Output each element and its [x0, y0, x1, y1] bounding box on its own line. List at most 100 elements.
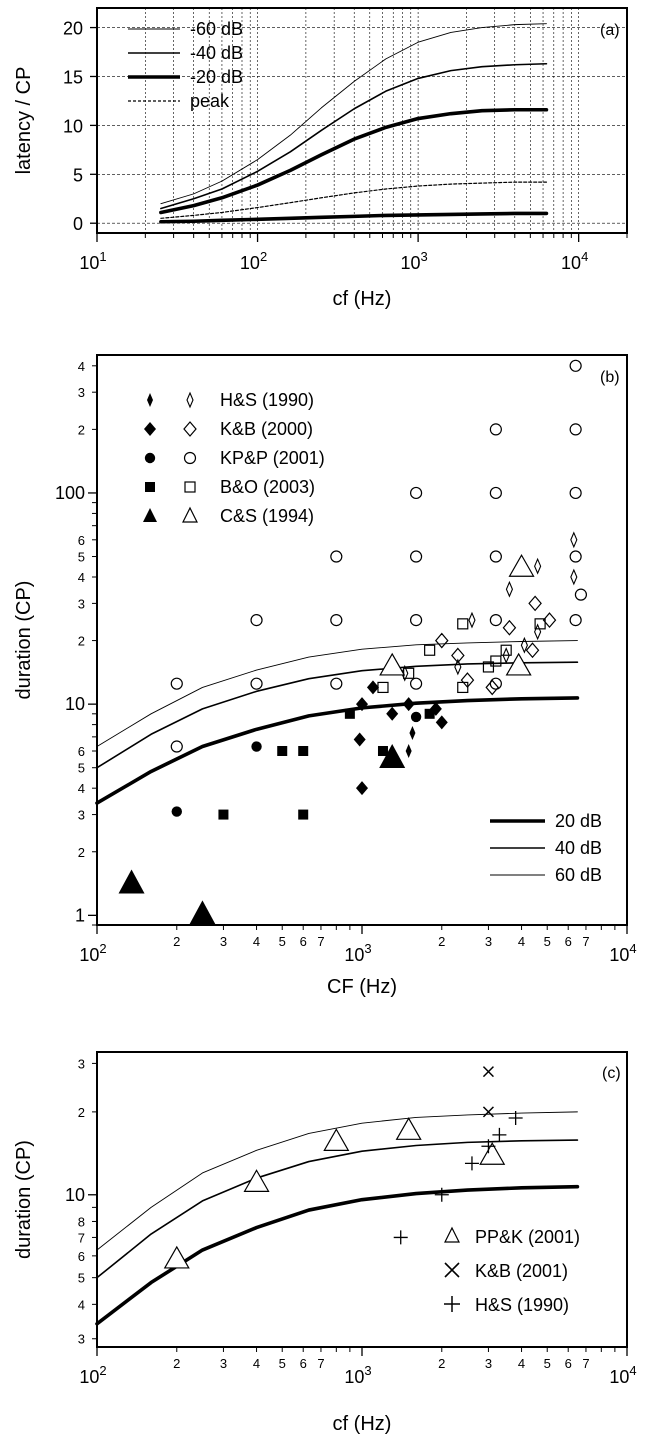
y-tick-label: 15 — [63, 67, 83, 87]
legend-label: H&S (1990) — [475, 1295, 569, 1315]
y-minor-label: 4 — [78, 570, 85, 585]
legend-cross-x — [444, 1262, 460, 1278]
y-minor-label: 3 — [78, 1332, 85, 1347]
square-filled-marker — [298, 745, 309, 756]
square-filled-marker — [377, 745, 388, 756]
y-axis-label: latency / CP — [13, 67, 35, 175]
thin-diamond-open-marker — [534, 557, 542, 575]
circle-open-marker — [409, 614, 423, 627]
diamond-open-marker — [528, 595, 542, 612]
x-minor-label: 7 — [582, 1356, 589, 1371]
y-tick-label: 1 — [75, 905, 85, 925]
triangle-open-marker — [243, 1169, 270, 1192]
thin-diamond-open-marker — [186, 391, 194, 409]
circle-open-marker — [489, 550, 502, 563]
curve-upper — [96, 1111, 578, 1251]
legend-triangle-open — [182, 506, 198, 523]
x-minor-label: 7 — [317, 934, 324, 949]
circle-filled-marker — [251, 741, 262, 752]
circle-open-marker — [569, 423, 582, 436]
x-minor-label: 3 — [485, 934, 492, 949]
curve-20-dB — [95, 696, 580, 805]
panel-tag: (a) — [600, 22, 620, 39]
x-minor-label: 7 — [317, 1356, 324, 1371]
panel-tag: (c) — [602, 1065, 621, 1082]
x-minor-label: 4 — [518, 1356, 525, 1371]
x-minor-label: 2 — [438, 934, 445, 949]
diamond-open-marker — [183, 421, 197, 437]
triangle-filled-marker — [118, 869, 145, 894]
square-filled-marker — [424, 708, 435, 719]
circle-open-marker — [330, 677, 343, 690]
legend-label: -40 dB — [190, 43, 243, 63]
circle-open-marker — [574, 588, 588, 601]
points-c — [163, 1066, 523, 1269]
diamond-filled-marker — [356, 697, 368, 712]
x-axis-label: CF (Hz) — [327, 976, 397, 998]
circle-open-marker — [409, 486, 423, 500]
circle-open-marker — [489, 677, 502, 690]
x-tick-label: 103 — [344, 1363, 371, 1387]
cross-x-marker — [482, 1106, 494, 1118]
curve--60-dB — [160, 23, 547, 205]
thin-diamond-open-marker — [454, 658, 462, 676]
legend-triangle-open — [444, 1226, 460, 1243]
x-minor-label: 5 — [279, 934, 286, 949]
diamond-open-marker — [502, 619, 517, 636]
y-minor-label: 3 — [78, 385, 85, 400]
triangle-filled-marker — [189, 900, 216, 925]
curve-60-dB — [96, 640, 578, 747]
diamond-filled-marker — [144, 422, 156, 436]
diamond-filled-marker — [356, 781, 368, 796]
y-tick-label: 20 — [63, 19, 83, 39]
thin-diamond-filled-marker — [409, 726, 416, 741]
diamond-filled-marker — [435, 715, 448, 730]
x-minor-label: 3 — [220, 1356, 227, 1371]
circle-open-marker — [170, 677, 183, 690]
diamond-open-marker — [525, 642, 540, 659]
y-minor-label: 2 — [78, 1105, 85, 1120]
legend-label: KP&P (2001) — [220, 448, 325, 468]
diamond-open-marker — [542, 612, 557, 629]
points-b — [118, 359, 588, 925]
x-tick-label: 102 — [79, 941, 106, 965]
y-minor-label: 6 — [78, 533, 85, 548]
triangle-open-marker — [323, 1128, 350, 1151]
x-minor-label: 2 — [438, 1356, 445, 1371]
y-minor-label: 5 — [78, 1271, 85, 1286]
legend-plus — [444, 1296, 460, 1312]
square-open-marker — [500, 644, 512, 656]
y-tick-label: 0 — [73, 214, 83, 234]
circle-filled-marker — [144, 452, 156, 464]
x-minor-label: 4 — [253, 934, 260, 949]
thin-diamond-open-marker — [570, 568, 578, 586]
x-tick-label: 101 — [79, 249, 106, 273]
square-open-marker — [424, 644, 436, 656]
square-filled-marker — [344, 708, 355, 719]
x-tick-label: 104 — [609, 941, 636, 965]
diamond-filled-marker — [366, 680, 379, 695]
circle-open-marker — [250, 677, 263, 690]
x-minor-label: 4 — [518, 934, 525, 949]
circle-open-marker — [170, 740, 183, 753]
legend-label: PP&K (2001) — [475, 1227, 580, 1247]
circle-open-marker — [569, 486, 582, 500]
diamond-open-marker — [434, 632, 449, 649]
x-minor-label: 6 — [300, 1356, 307, 1371]
y-minor-label: 6 — [78, 1249, 85, 1264]
x-minor-label: 5 — [544, 934, 551, 949]
y-minor-label: 8 — [78, 1214, 85, 1229]
x-tick-label: 102 — [79, 1363, 106, 1387]
circle-open-marker — [183, 451, 197, 465]
cross-x-marker — [482, 1066, 494, 1078]
legend-label: 60 dB — [555, 865, 602, 885]
legend-label: H&S (1990) — [220, 390, 314, 410]
y-minor-label: 7 — [78, 1230, 85, 1245]
x-minor-label: 7 — [582, 934, 589, 949]
square-open-marker — [457, 681, 469, 694]
panel-a: 0 5 10 15 20 101 102 103 104 cf (Hz) latency / CP -… — [13, 7, 628, 310]
y-axis-label: duration (CP) — [13, 1140, 35, 1259]
legend-triangle-filled — [143, 508, 157, 522]
diamond-open-marker — [451, 647, 465, 664]
